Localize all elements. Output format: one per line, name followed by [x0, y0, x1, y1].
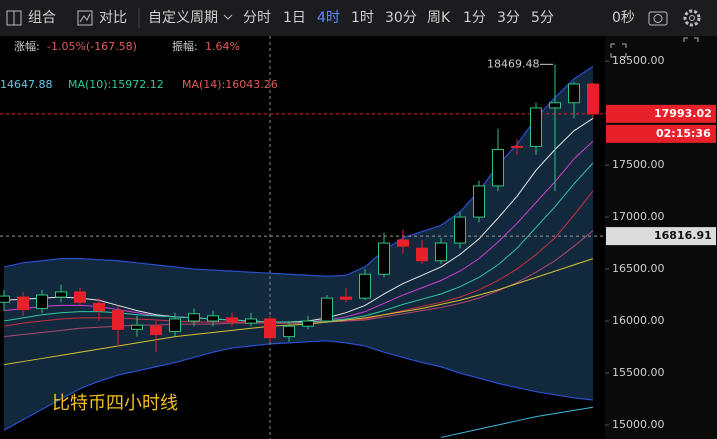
y-tick-label: 16500.00: [612, 262, 665, 275]
candle-body: [587, 83, 599, 115]
candle-body: [302, 320, 314, 327]
change-label: 涨幅:: [14, 40, 40, 53]
ma14-value: MA(14):16043.26: [182, 78, 278, 91]
candle-body: [169, 318, 181, 332]
candle-body: [340, 296, 352, 300]
candle-body: [359, 273, 371, 299]
candle-body: [283, 325, 295, 338]
period-button[interactable]: 1分: [463, 10, 486, 26]
y-tick-label: 15000.00: [612, 418, 665, 431]
icon-settings[interactable]: [683, 9, 701, 27]
candle-body: [416, 247, 428, 262]
period-button[interactable]: 周K: [427, 10, 451, 26]
candle-body: [188, 313, 200, 322]
period-button[interactable]: 4时: [317, 10, 340, 26]
candle-body: [226, 317, 238, 323]
last-price-box: [606, 104, 716, 123]
candle-body: [112, 310, 124, 330]
timer: 0秒: [612, 10, 635, 26]
ma-line: [3, 258, 594, 366]
candle-body: [74, 291, 86, 303]
crosshair-label: 16816.91: [654, 229, 712, 242]
combo-button[interactable]: 组合: [28, 10, 56, 26]
compare-button[interactable]: 对比: [99, 10, 127, 26]
period-button[interactable]: 1日: [283, 10, 306, 26]
y-tick-label: 16000.00: [612, 314, 665, 327]
period-button[interactable]: 30分: [385, 10, 417, 26]
period-button[interactable]: 分时: [243, 10, 271, 26]
icon-fullscreen[interactable]: [610, 43, 627, 58]
band-area: [4, 66, 593, 431]
high-label: 18469.48: [487, 57, 540, 70]
candle-body: [0, 295, 10, 303]
candle-body: [17, 296, 29, 311]
candle-body: [530, 107, 542, 147]
candle-body: [397, 239, 409, 247]
icon-compare: [77, 10, 93, 26]
amplitude-label: 振幅:: [172, 39, 198, 53]
icon-expand[interactable]: [683, 37, 699, 42]
y-tick-label: 15500.00: [612, 366, 665, 379]
candle-body: [321, 297, 333, 322]
period-button[interactable]: 3分: [497, 10, 520, 26]
custom-period[interactable]: 自定义周期: [148, 10, 218, 26]
period-button[interactable]: 1时: [351, 10, 374, 26]
ma10-value: MA(10):15972.12: [68, 78, 164, 91]
ma-line: [3, 162, 594, 323]
annotation: 比特币四小时线: [52, 393, 178, 414]
change-value: -1.05%(-167.58): [47, 40, 137, 53]
candle-body: [435, 242, 447, 262]
dropdown-arrow: [223, 14, 233, 20]
period-button[interactable]: 5分: [531, 10, 554, 26]
y-tick-label: 18500.00: [612, 54, 665, 67]
ma-line: [440, 406, 594, 438]
candle-body: [378, 242, 390, 275]
candle-body: [568, 83, 580, 104]
candle-body: [93, 302, 105, 312]
candle-body: [36, 294, 48, 310]
crosshair-box: [606, 227, 716, 246]
last-price-label: 17993.02: [654, 107, 712, 120]
candle-body: [55, 291, 67, 298]
y-tick-label: 17000.00: [612, 210, 665, 223]
candle-body: [150, 325, 162, 336]
candle-body: [511, 145, 523, 148]
candle-body: [245, 318, 257, 324]
ma-line: [3, 117, 594, 323]
y-tick-label: 17500.00: [612, 158, 665, 171]
toolbar: [0, 0, 717, 36]
candle-body: [549, 102, 561, 109]
candle-body: [131, 324, 143, 330]
candle-body: [473, 185, 485, 218]
candle-body: [264, 318, 276, 339]
candle-body: [492, 149, 504, 187]
ma-line: [3, 230, 594, 338]
countdown-box: [606, 124, 716, 143]
amplitude-value: 1.64%: [205, 40, 240, 53]
ma5-value: 14647.88: [0, 78, 53, 91]
countdown-label: 02:15:36: [656, 127, 711, 140]
icon-camera[interactable]: [648, 11, 668, 26]
band-line: [3, 340, 594, 431]
candle-body: [454, 216, 466, 244]
candle-body: [207, 315, 219, 322]
icon-combo: [6, 10, 22, 26]
